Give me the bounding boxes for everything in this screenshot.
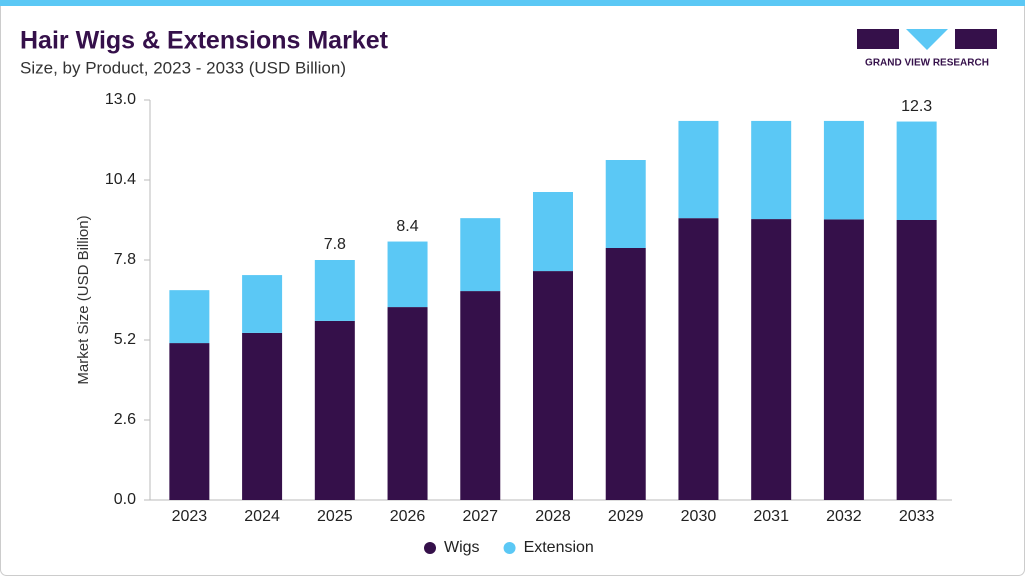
bar-segment — [314, 260, 355, 321]
chart-subtitle: Size, by Product, 2023 - 2033 (USD Billi… — [20, 58, 346, 77]
bar-segment — [460, 218, 501, 292]
bar-segment — [823, 219, 864, 500]
x-tick-label: 2024 — [244, 508, 280, 525]
bar-segment — [460, 291, 501, 500]
bar-segment — [896, 121, 937, 220]
bar-segment — [533, 192, 573, 272]
y-tick-label: 2.6 — [114, 411, 136, 428]
bar-segment — [678, 120, 719, 219]
x-tick-label: 2023 — [172, 508, 208, 525]
x-tick-label: 2031 — [753, 508, 789, 525]
bar-segment — [242, 332, 283, 500]
x-tick-label: 2029 — [608, 508, 644, 525]
legend-label: Extension — [524, 539, 594, 556]
legend-label: Wigs — [444, 539, 480, 556]
x-tick-label: 2026 — [390, 508, 426, 525]
bar-segment — [169, 343, 210, 500]
bar-segment — [751, 120, 792, 220]
data-label: 8.4 — [396, 218, 418, 235]
top-stripe — [0, 0, 1025, 6]
x-tick-label: 2028 — [535, 508, 571, 525]
bar-segment — [896, 220, 937, 500]
logo-triangle — [906, 29, 948, 50]
y-tick-label: 0.0 — [114, 491, 136, 508]
bar-segment — [823, 120, 864, 220]
legend-swatch — [503, 542, 516, 554]
bar-segment — [314, 320, 355, 500]
bar-segment — [751, 219, 792, 501]
x-tick-label: 2033 — [899, 508, 935, 525]
data-label: 12.3 — [901, 98, 932, 115]
bar-segment — [387, 307, 428, 500]
bar-segment — [387, 241, 428, 308]
legend-swatch — [424, 542, 436, 554]
x-tick-label: 2032 — [826, 508, 862, 525]
bar-segment — [533, 271, 573, 500]
x-tick-label: 2025 — [317, 508, 353, 525]
x-tick-label: 2027 — [462, 508, 498, 525]
y-tick-label: 5.2 — [114, 331, 136, 348]
y-tick-label: 10.4 — [105, 171, 136, 188]
logo-block — [857, 29, 899, 49]
logo-block — [955, 29, 997, 49]
x-tick-label: 2030 — [681, 508, 717, 525]
chart-title: Hair Wigs & Extensions Market — [20, 27, 389, 55]
logo: GRAND VIEW RESEARCH — [857, 29, 997, 69]
data-label: 7.8 — [324, 236, 346, 253]
y-axis-label: Market Size (USD Billion) — [75, 215, 92, 384]
y-tick-label: 7.8 — [114, 251, 136, 268]
bar-segment — [605, 248, 646, 500]
bar-segment — [169, 290, 210, 344]
brand: GRAND VIEW RESEARCH — [865, 58, 989, 69]
y-tick-label: 13.0 — [105, 91, 136, 108]
bar-segment — [605, 160, 646, 248]
bar-segment — [678, 218, 719, 500]
bar-segment — [242, 275, 283, 333]
